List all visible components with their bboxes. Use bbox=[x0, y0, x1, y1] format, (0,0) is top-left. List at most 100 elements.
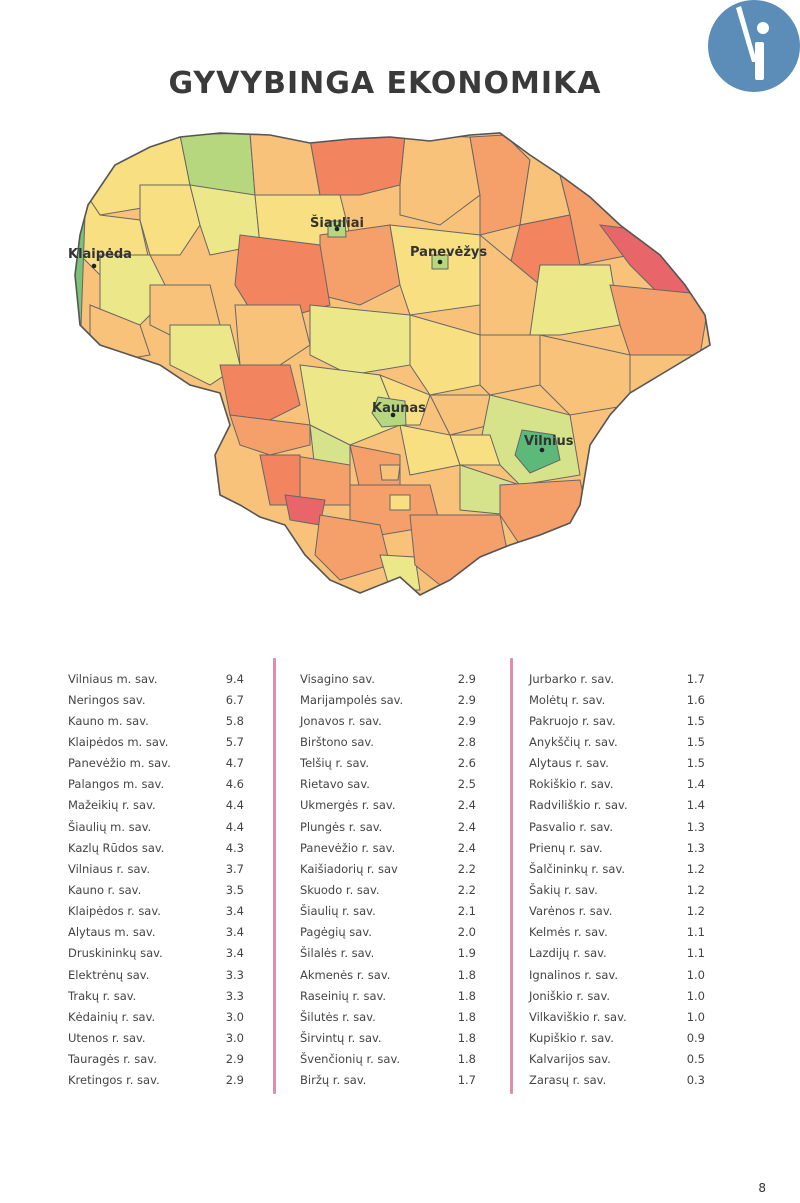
municipality-table: Vilniaus m. sav. 9.4 Neringos sav. 6.7 Kauno… bbox=[68, 658, 718, 1098]
municipality-value: 1.5 bbox=[686, 734, 705, 749]
table-row: Kėdainių r. sav. 3.0 bbox=[68, 1006, 244, 1027]
table-column: Vilniaus m. sav. 9.4 Neringos sav. 6.7 Kauno… bbox=[68, 668, 244, 1091]
municipality-value: 4.6 bbox=[225, 777, 244, 792]
municipality-name: Joniškio r. sav. bbox=[529, 988, 611, 1003]
municipality-name: Varėnos r. sav. bbox=[529, 904, 613, 919]
municipality-name: Šiaulių r. sav. bbox=[300, 904, 376, 919]
municipality-value: 1.8 bbox=[457, 1030, 476, 1045]
page-title: GYVYBINGA EKONOMIKA bbox=[168, 66, 602, 101]
municipality-value: 2.9 bbox=[225, 1073, 244, 1088]
municipality-value: 0.5 bbox=[686, 1052, 705, 1067]
municipality-map: Klaipėda Šiauliai Panevėžys Kaunas Vilni… bbox=[68, 132, 711, 596]
table-row: Jonavos r. sav. 2.9 bbox=[300, 710, 476, 731]
municipality-value: 2.9 bbox=[225, 1052, 244, 1067]
region-panevezys-r bbox=[389, 224, 481, 316]
municipality-name: Šakių r. sav. bbox=[529, 882, 598, 897]
municipality-name: Telšių r. sav. bbox=[300, 756, 370, 771]
city-label-kaunas: Kaunas bbox=[372, 401, 426, 416]
municipality-name: Švenčionių r. sav. bbox=[300, 1052, 401, 1067]
region-jurbarkas bbox=[219, 364, 301, 426]
city-label-vilnius: Vilnius bbox=[524, 434, 574, 449]
municipality-value: 0.3 bbox=[686, 1073, 705, 1088]
municipality-value: 5.7 bbox=[225, 734, 244, 749]
table-row: Kupiškio r. sav. 0.9 bbox=[529, 1027, 705, 1048]
table-row: Šakių r. sav. 1.2 bbox=[529, 879, 705, 900]
region-vilnius-m bbox=[514, 429, 561, 474]
municipality-value: 4.4 bbox=[225, 798, 244, 813]
municipality-name: Kazlų Rūdos sav. bbox=[68, 840, 165, 855]
municipality-value: 2.0 bbox=[457, 925, 476, 940]
table-row: Zarasų r. sav. 0.3 bbox=[529, 1070, 705, 1091]
municipality-value: 2.9 bbox=[457, 692, 476, 707]
municipality-name: Panevėžio m. sav. bbox=[68, 756, 171, 771]
municipality-value: 3.0 bbox=[225, 1030, 244, 1045]
municipality-name: Vilkaviškio r. sav. bbox=[529, 1009, 627, 1024]
table-row: Tauragės r. sav. 2.9 bbox=[68, 1049, 244, 1070]
municipality-value: 4.3 bbox=[225, 840, 244, 855]
municipality-value: 1.8 bbox=[457, 1009, 476, 1024]
table-row: Kalvarijos sav. 0.5 bbox=[529, 1049, 705, 1070]
table-row: Prienų r. sav. 1.3 bbox=[529, 837, 705, 858]
municipality-name: Kretingos r. sav. bbox=[68, 1073, 160, 1088]
municipality-value: 4.7 bbox=[225, 756, 244, 771]
table-row: Varėnos r. sav. 1.2 bbox=[529, 901, 705, 922]
municipality-name: Zarasų r. sav. bbox=[529, 1073, 607, 1088]
table-row: Jurbarko r. sav. 1.7 bbox=[529, 668, 705, 689]
municipality-name: Neringos sav. bbox=[68, 692, 146, 707]
table-row: Telšių r. sav. 2.6 bbox=[300, 753, 476, 774]
region-kaunas-r bbox=[299, 364, 401, 446]
table-row: Palangos m. sav. 4.6 bbox=[68, 774, 244, 795]
municipality-value: 3.3 bbox=[225, 967, 244, 982]
table-row: Klaipėdos r. sav. 3.4 bbox=[68, 901, 244, 922]
lithuania-map: Klaipėda Šiauliai Panevėžys Kaunas Vilni… bbox=[60, 125, 720, 605]
municipality-value: 1.8 bbox=[457, 1052, 476, 1067]
municipality-name: Prienų r. sav. bbox=[529, 840, 603, 855]
municipality-value: 1.0 bbox=[686, 988, 705, 1003]
municipality-value: 1.7 bbox=[686, 671, 705, 686]
page-number: 8 bbox=[758, 1181, 766, 1195]
municipality-name: Kauno m. sav. bbox=[68, 713, 149, 728]
municipality-value: 2.5 bbox=[457, 777, 476, 792]
municipality-name: Mažeikių r. sav. bbox=[68, 798, 156, 813]
municipality-name: Kauno r. sav. bbox=[68, 882, 142, 897]
city-marker-kaunas bbox=[390, 412, 396, 418]
municipality-name: Biržų r. sav. bbox=[300, 1073, 367, 1088]
municipality-value: 1.8 bbox=[457, 967, 476, 982]
table-row: Vilniaus r. sav. 3.7 bbox=[68, 858, 244, 879]
table-row: Kaišiadorių r. sav 2.2 bbox=[300, 858, 476, 879]
municipality-name: Alytaus r. sav. bbox=[529, 756, 609, 771]
municipality-name: Palangos m. sav. bbox=[68, 777, 165, 792]
municipality-value: 1.2 bbox=[686, 882, 705, 897]
municipality-name: Marijampolės sav. bbox=[300, 692, 404, 707]
table-row: Kauno m. sav. 5.8 bbox=[68, 710, 244, 731]
column-divider bbox=[510, 658, 513, 1094]
table-row: Neringos sav. 6.7 bbox=[68, 689, 244, 710]
table-row: Birštono sav. 2.8 bbox=[300, 731, 476, 752]
table-row: Raseinių r. sav. 1.8 bbox=[300, 985, 476, 1006]
municipality-value: 1.7 bbox=[457, 1073, 476, 1088]
municipality-name: Širvintų r. sav. bbox=[300, 1030, 382, 1045]
municipality-name: Elektrėnų sav. bbox=[68, 967, 150, 982]
municipality-value: 1.3 bbox=[686, 819, 705, 834]
municipality-name: Skuodo r. sav. bbox=[300, 882, 380, 897]
table-row: Skuodo r. sav. 2.2 bbox=[300, 879, 476, 900]
city-label-siauliai: Šiauliai bbox=[310, 215, 364, 231]
table-row: Klaipėdos m. sav. 5.7 bbox=[68, 731, 244, 752]
city-marker-klaipeda bbox=[91, 263, 97, 269]
region-moletai bbox=[479, 334, 541, 396]
municipality-name: Tauragės r. sav. bbox=[68, 1052, 157, 1067]
municipality-value: 2.4 bbox=[457, 819, 476, 834]
region-druskininkai bbox=[379, 554, 421, 591]
table-row: Ignalinos r. sav. 1.0 bbox=[529, 964, 705, 985]
municipality-value: 1.3 bbox=[686, 840, 705, 855]
municipality-name: Šilalės r. sav. bbox=[300, 946, 375, 961]
region-utena bbox=[529, 264, 621, 336]
region-neringa bbox=[75, 214, 86, 356]
region-kaunas-m bbox=[371, 396, 407, 428]
municipality-name: Ignalinos r. sav. bbox=[529, 967, 618, 982]
table-row: Rokiškio r. sav. 1.4 bbox=[529, 774, 705, 795]
city-label-klaipeda: Klaipėda bbox=[68, 247, 132, 262]
table-row: Kauno r. sav. 3.5 bbox=[68, 879, 244, 900]
municipality-name: Rokiškio r. sav. bbox=[529, 777, 614, 792]
region-lazdijai bbox=[314, 514, 391, 581]
